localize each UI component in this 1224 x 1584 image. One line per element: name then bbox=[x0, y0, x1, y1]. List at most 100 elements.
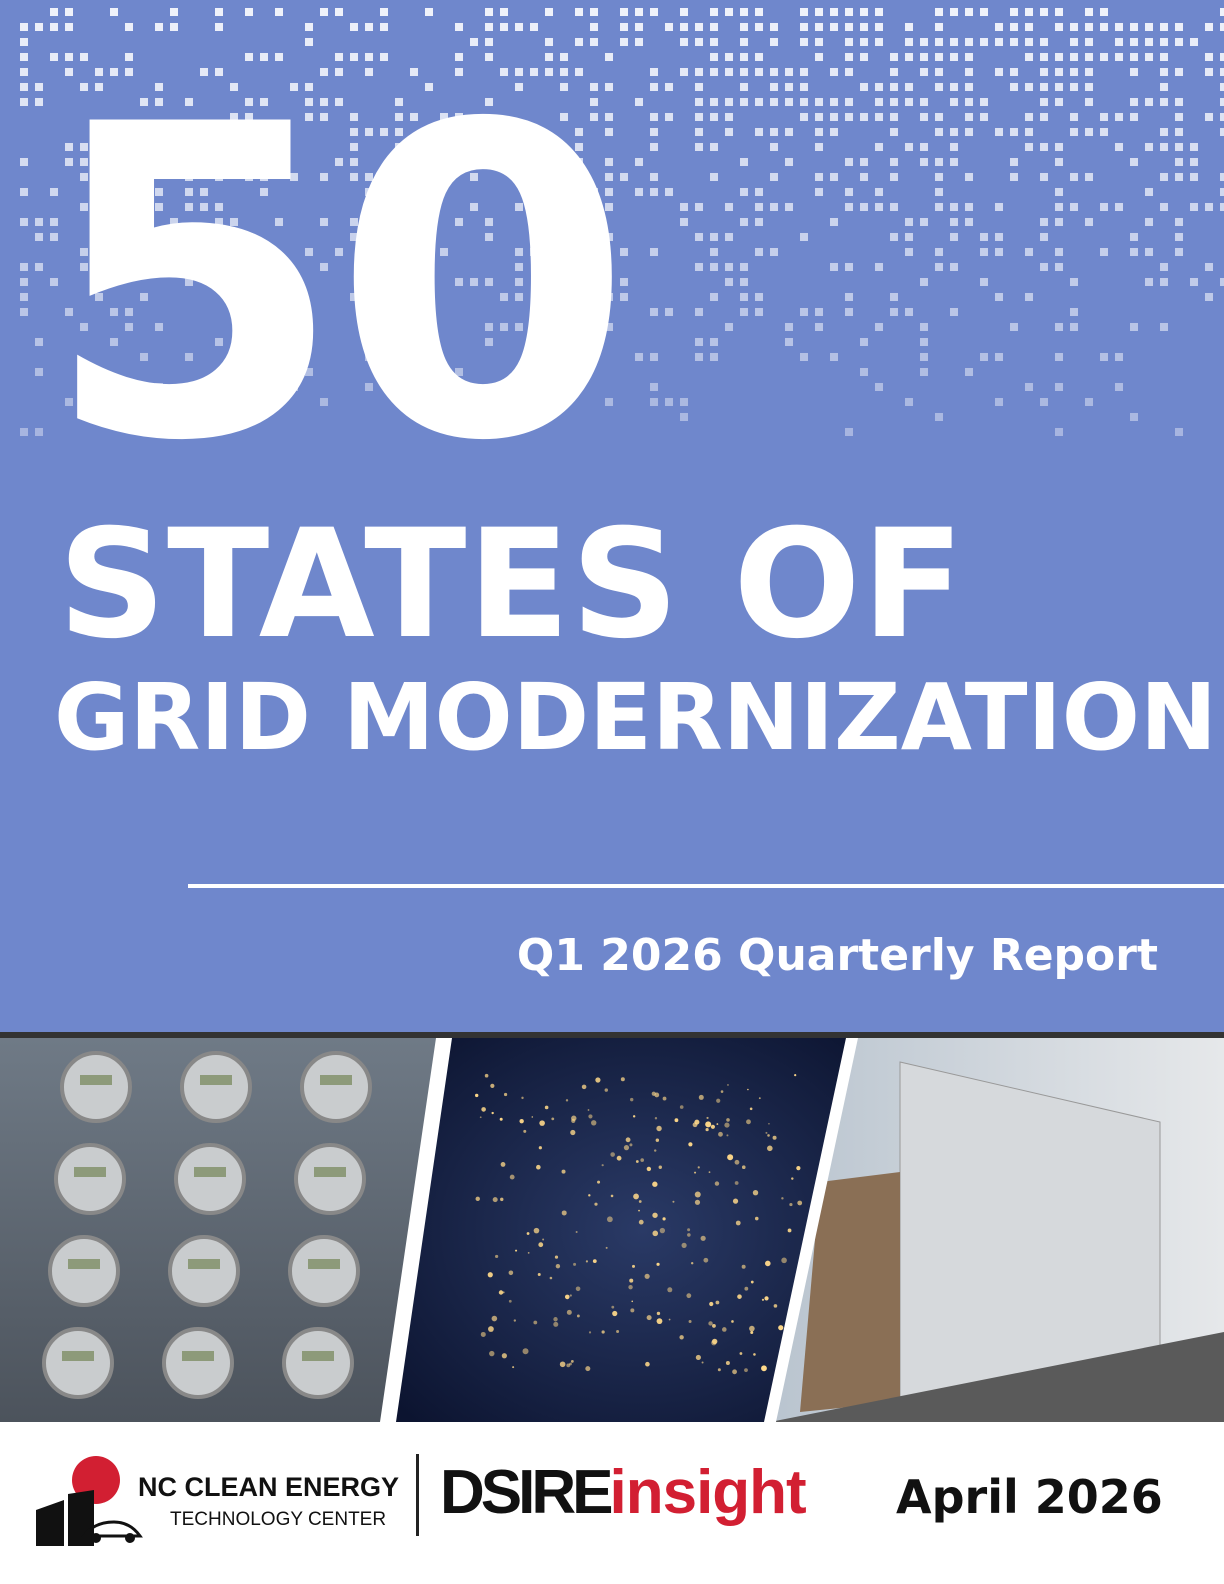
decoration bbox=[365, 353, 373, 361]
decoration bbox=[170, 143, 178, 151]
decoration bbox=[1115, 53, 1123, 61]
decoration bbox=[800, 308, 808, 316]
decoration bbox=[590, 98, 598, 106]
decoration bbox=[545, 143, 553, 151]
decoration bbox=[485, 38, 493, 46]
decoration bbox=[705, 1121, 712, 1128]
decoration bbox=[1130, 68, 1138, 76]
decoration bbox=[50, 23, 58, 31]
decoration bbox=[695, 338, 703, 346]
decoration bbox=[1025, 113, 1033, 121]
decoration bbox=[860, 53, 868, 61]
decoration bbox=[694, 1171, 697, 1174]
decoration bbox=[650, 353, 658, 361]
decoration bbox=[155, 188, 163, 196]
decoration bbox=[479, 1116, 482, 1119]
decoration bbox=[545, 353, 553, 361]
decoration bbox=[490, 1083, 495, 1088]
decoration bbox=[755, 53, 763, 61]
decoration bbox=[530, 23, 538, 31]
decoration bbox=[350, 173, 358, 181]
decoration bbox=[629, 1278, 634, 1283]
decoration bbox=[815, 53, 823, 61]
decoration bbox=[395, 113, 403, 121]
decoration bbox=[630, 1308, 635, 1313]
decoration bbox=[830, 173, 838, 181]
decoration bbox=[920, 98, 928, 106]
decoration bbox=[185, 353, 193, 361]
decoration bbox=[590, 113, 598, 121]
decoration bbox=[815, 98, 823, 106]
title-line: GRID MODERNIZATION bbox=[54, 664, 1217, 771]
decoration bbox=[890, 308, 898, 316]
decoration bbox=[695, 308, 703, 316]
decoration bbox=[815, 143, 823, 151]
decoration bbox=[350, 158, 358, 166]
decoration bbox=[335, 68, 343, 76]
decoration bbox=[215, 8, 223, 16]
decoration bbox=[275, 8, 283, 16]
decoration bbox=[539, 1120, 545, 1126]
decoration bbox=[1175, 173, 1183, 181]
decoration bbox=[314, 1167, 346, 1177]
decoration bbox=[633, 1193, 639, 1200]
decoration bbox=[665, 83, 673, 91]
decoration bbox=[470, 278, 478, 286]
decoration bbox=[770, 83, 778, 91]
decoration bbox=[500, 1197, 504, 1202]
decoration bbox=[245, 113, 253, 121]
decoration bbox=[395, 143, 403, 151]
decoration bbox=[668, 1318, 671, 1321]
decoration bbox=[335, 8, 343, 16]
decoration bbox=[950, 128, 958, 136]
decoration bbox=[688, 1142, 693, 1147]
decoration bbox=[800, 353, 808, 361]
decoration bbox=[800, 233, 808, 241]
decoration bbox=[1175, 428, 1183, 436]
decoration bbox=[20, 263, 28, 271]
decoration bbox=[695, 38, 703, 46]
decoration bbox=[980, 233, 988, 241]
decoration bbox=[50, 278, 58, 286]
decoration bbox=[710, 173, 718, 181]
decoration bbox=[1025, 383, 1033, 391]
decoration bbox=[380, 53, 388, 61]
decoration bbox=[650, 68, 658, 76]
decoration bbox=[710, 1124, 715, 1129]
decoration bbox=[35, 428, 43, 436]
decoration bbox=[335, 53, 343, 61]
decoration bbox=[635, 38, 643, 46]
decoration bbox=[140, 293, 148, 301]
decoration bbox=[980, 38, 988, 46]
decoration bbox=[140, 353, 148, 361]
decoration bbox=[616, 1155, 622, 1161]
decoration bbox=[515, 263, 523, 271]
decoration bbox=[1100, 128, 1108, 136]
decoration bbox=[890, 233, 898, 241]
decoration bbox=[320, 398, 328, 406]
decoration bbox=[654, 1149, 657, 1152]
decoration bbox=[1055, 68, 1063, 76]
decoration bbox=[515, 68, 523, 76]
decoration bbox=[290, 173, 298, 181]
decoration bbox=[470, 203, 478, 211]
decoration bbox=[545, 338, 553, 346]
decoration bbox=[155, 98, 163, 106]
decoration bbox=[770, 23, 778, 31]
decoration bbox=[905, 233, 913, 241]
decoration bbox=[410, 218, 418, 226]
decoration bbox=[1055, 98, 1063, 106]
decoration bbox=[1010, 68, 1018, 76]
decoration bbox=[1115, 383, 1123, 391]
decoration bbox=[35, 263, 43, 271]
decoration bbox=[485, 53, 493, 61]
decoration bbox=[1010, 23, 1018, 31]
decoration bbox=[573, 1262, 577, 1266]
decoration bbox=[905, 23, 913, 31]
decoration bbox=[935, 203, 943, 211]
decoration bbox=[905, 53, 913, 61]
decoration bbox=[935, 263, 943, 271]
decoration bbox=[611, 1305, 615, 1309]
decoration bbox=[1085, 128, 1093, 136]
decoration bbox=[950, 98, 958, 106]
